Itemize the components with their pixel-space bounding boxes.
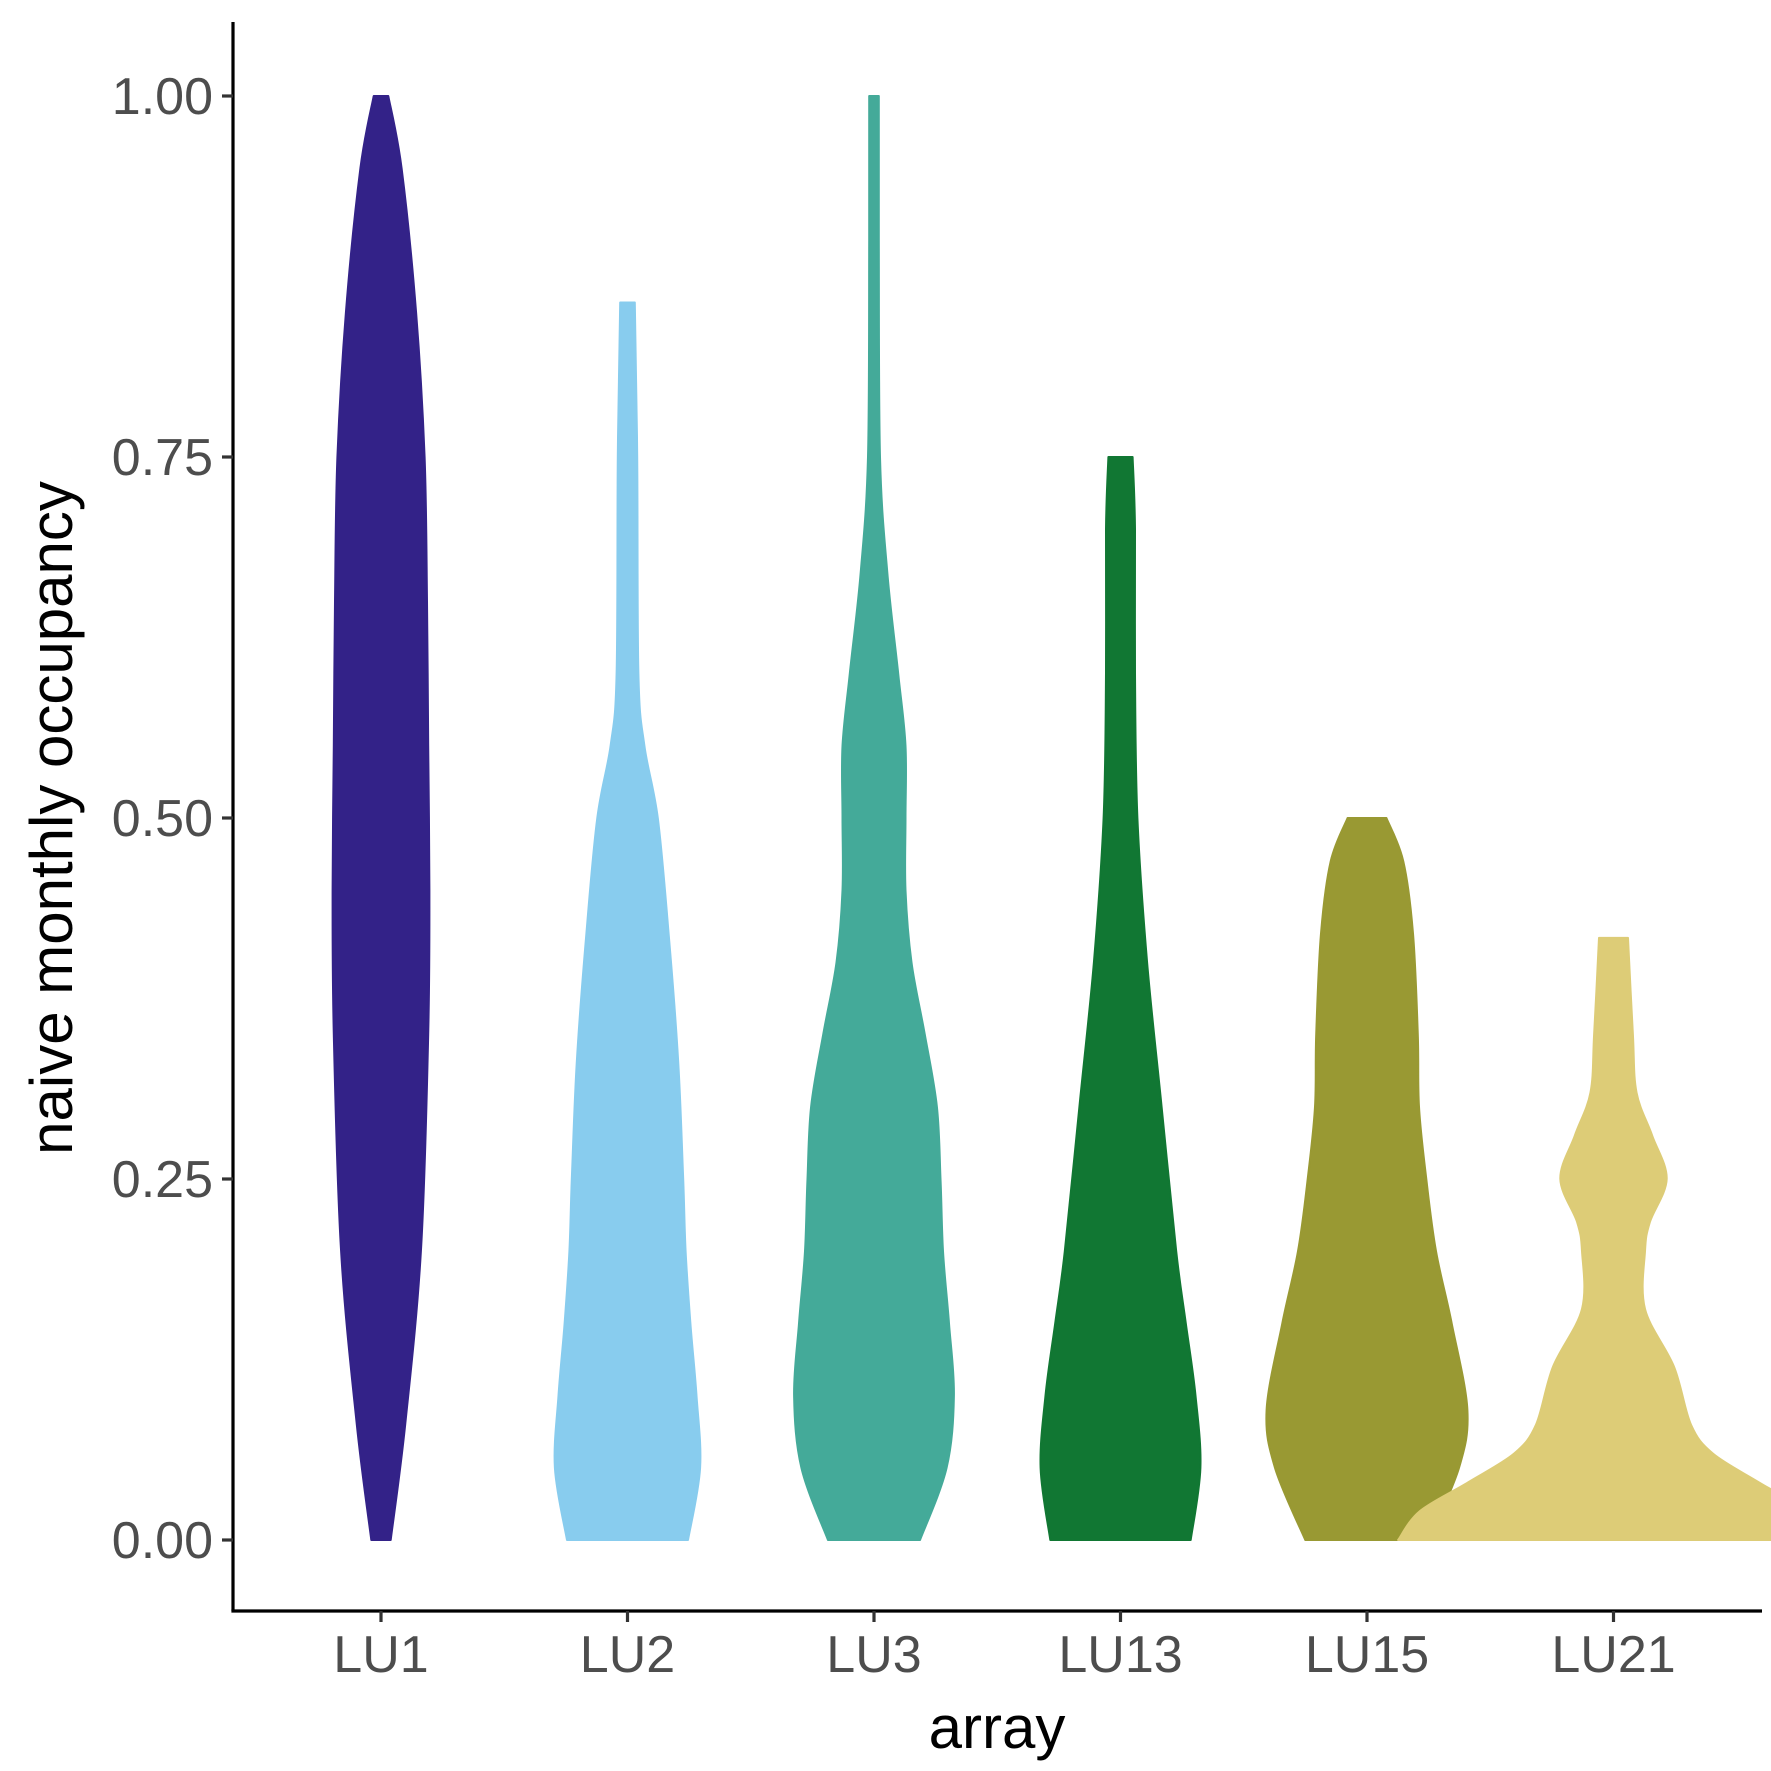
x-tick-label: LU21	[1551, 1626, 1675, 1684]
y-axis-title: naive monthly occupancy	[18, 481, 85, 1155]
violin-lu13	[1039, 456, 1202, 1541]
x-tick-label: LU13	[1058, 1626, 1182, 1684]
violin-lu21	[1397, 936, 1771, 1541]
y-ticks: 0.00 0.25 0.50 0.75 1.00	[112, 68, 233, 1570]
y-tick-label: 1.00	[112, 68, 213, 126]
x-tick-label: LU1	[333, 1626, 428, 1684]
y-tick-label: 0.50	[112, 790, 213, 848]
x-tick-label: LU3	[826, 1626, 921, 1684]
y-tick-label: 0.75	[112, 429, 213, 487]
violin-lu2	[553, 301, 702, 1541]
violin-lu15	[1265, 817, 1469, 1541]
y-tick-label: 0.25	[112, 1151, 213, 1209]
x-tick-label: LU15	[1305, 1626, 1429, 1684]
axes	[231, 22, 1762, 1613]
violin-lu1	[331, 95, 431, 1541]
x-tick-label: LU2	[580, 1626, 675, 1684]
x-ticks: LU1 LU2 LU3 LU13 LU15 LU21	[333, 1611, 1676, 1684]
y-tick-label: 0.00	[112, 1512, 213, 1570]
violin-lu3	[793, 95, 955, 1541]
x-axis-title: array	[929, 1694, 1066, 1761]
violin-layer	[331, 95, 1771, 1541]
